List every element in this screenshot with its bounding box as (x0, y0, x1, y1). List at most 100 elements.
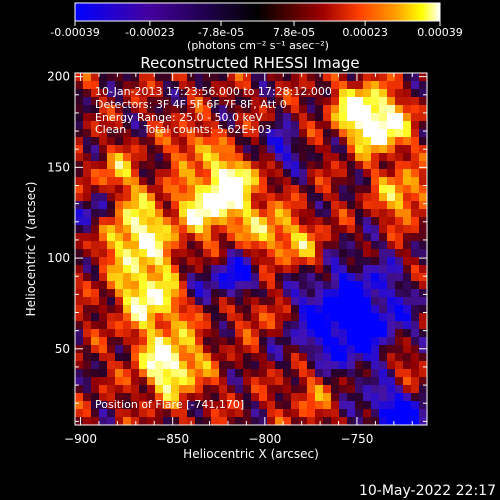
heatmap-cell (331, 89, 340, 98)
heatmap-cell (99, 217, 108, 226)
heatmap-cell (291, 377, 300, 386)
heatmap-cell (251, 193, 260, 202)
heatmap-cell (131, 385, 140, 394)
heatmap-cell (275, 361, 284, 370)
heatmap-cell (395, 177, 404, 186)
heatmap-cell (395, 385, 404, 394)
heatmap-cell (315, 193, 324, 202)
heatmap-cell (387, 233, 396, 242)
heatmap-cell (131, 145, 140, 154)
heatmap-cell (227, 73, 236, 82)
heatmap-cell (171, 257, 180, 266)
heatmap-cell (379, 97, 388, 106)
heatmap-cell (195, 329, 204, 338)
heatmap-cell (211, 249, 220, 258)
heatmap-cell (163, 225, 172, 234)
heatmap-cell (283, 265, 292, 274)
heatmap-cell (195, 377, 204, 386)
heatmap-cell (187, 241, 196, 250)
heatmap-cell (371, 233, 380, 242)
heatmap-cell (131, 257, 140, 266)
heatmap-cell (171, 89, 180, 98)
heatmap-cell (347, 337, 356, 346)
heatmap-cell (187, 153, 196, 162)
heatmap-cell (83, 329, 92, 338)
heatmap-cell (347, 169, 356, 178)
heatmap-cell (219, 345, 228, 354)
heatmap-cell (115, 177, 124, 186)
heatmap-cell (323, 385, 332, 394)
heatmap-cell (139, 217, 148, 226)
heatmap-cell (123, 225, 132, 234)
heatmap-cell (131, 321, 140, 330)
heatmap-cell (211, 345, 220, 354)
heatmap-cell (219, 81, 228, 90)
heatmap-cell (219, 177, 228, 186)
heatmap-cell (131, 73, 140, 82)
heatmap-cell (195, 201, 204, 210)
heatmap-cell (99, 257, 108, 266)
heatmap-cell (227, 249, 236, 258)
heatmap-cell (259, 73, 268, 82)
heatmap-cell (307, 321, 316, 330)
heatmap-cell (91, 153, 100, 162)
heatmap-cell (187, 305, 196, 314)
heatmap-cell (179, 129, 188, 138)
heatmap-cell (235, 145, 244, 154)
heatmap-cell (187, 129, 196, 138)
heatmap-cell (275, 289, 284, 298)
heatmap-cell (211, 105, 220, 114)
heatmap-cell (315, 161, 324, 170)
heatmap-cell (195, 257, 204, 266)
heatmap-cell (291, 369, 300, 378)
heatmap-cell (267, 153, 276, 162)
heatmap-cell (171, 369, 180, 378)
heatmap-cell (115, 209, 124, 218)
heatmap-cell (243, 273, 252, 282)
heatmap-cell (363, 89, 372, 98)
heatmap-cell (251, 241, 260, 250)
heatmap-cell (395, 193, 404, 202)
heatmap-cell (331, 209, 340, 218)
heatmap-cell (99, 81, 108, 90)
heatmap-cell (219, 273, 228, 282)
heatmap-cell (107, 385, 116, 394)
heatmap-cell (163, 361, 172, 370)
heatmap-cell (291, 313, 300, 322)
heatmap-cell (307, 169, 316, 178)
heatmap-cell (187, 249, 196, 258)
heatmap-cell (99, 273, 108, 282)
heatmap-cell (147, 273, 156, 282)
heatmap-cell (107, 225, 116, 234)
heatmap-cell (83, 161, 92, 170)
heatmap-cell (355, 137, 364, 146)
heatmap-cell (203, 121, 212, 130)
heatmap-cell (139, 377, 148, 386)
heatmap-cell (411, 161, 420, 170)
heatmap-cell (123, 89, 132, 98)
heatmap-cell (163, 377, 172, 386)
heatmap-cell (347, 409, 356, 418)
heatmap-cell (235, 321, 244, 330)
heatmap-cell (363, 281, 372, 290)
heatmap-cell (307, 289, 316, 298)
heatmap-cell (139, 225, 148, 234)
heatmap-cell (99, 249, 108, 258)
heatmap-cell (347, 177, 356, 186)
heatmap-cell (291, 121, 300, 130)
heatmap-cell (235, 361, 244, 370)
heatmap-cell (211, 417, 220, 425)
heatmap-cell (75, 105, 84, 114)
heatmap-cell (195, 185, 204, 194)
heatmap-cell (355, 225, 364, 234)
heatmap-cell (419, 257, 427, 266)
heatmap-cell (259, 113, 268, 122)
heatmap-cell (307, 345, 316, 354)
heatmap-cell (283, 273, 292, 282)
heatmap-cell (107, 377, 116, 386)
heatmap-cell (83, 297, 92, 306)
heatmap-cell (331, 289, 340, 298)
heatmap-cell (155, 409, 164, 418)
heatmap-cell (235, 337, 244, 346)
heatmap-cell (75, 273, 84, 282)
